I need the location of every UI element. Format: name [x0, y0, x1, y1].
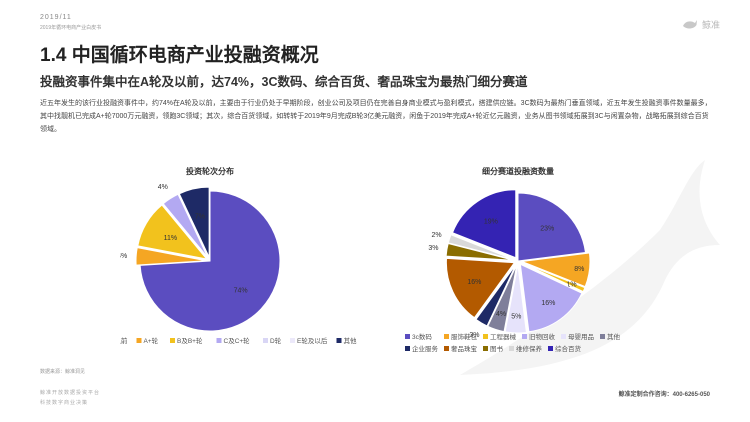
legend-swatch	[336, 338, 342, 343]
pie-rounds: 74% 4% 11% 4% 7%	[120, 184, 281, 332]
pie-slice	[521, 252, 591, 288]
slice-value-label: 74%	[234, 287, 248, 294]
legend-rounds: A轮及以前 A+轮 B及B+轮 C及C+轮 D轮 E轮及以后 其他	[120, 336, 357, 345]
pie-slice	[519, 263, 583, 333]
legend-label: 维修保养	[516, 344, 543, 353]
pie-slice	[135, 247, 207, 266]
pie-slice	[178, 186, 210, 258]
legend-label: A轮及以前	[120, 336, 128, 345]
legend-swatch	[405, 334, 410, 339]
legend-swatch	[561, 334, 566, 339]
legend-label: D轮	[270, 336, 282, 345]
slice-value-label: 1%	[567, 282, 577, 289]
legend-swatch	[290, 338, 295, 343]
chart-sectors: 细分赛道投融资数量 23% 8% 1% 16% 5% 4% 3% 16% 3% 2% 19% 3c数…	[405, 166, 621, 353]
legend-label: 旧物回收	[529, 332, 556, 341]
legend-swatch	[483, 334, 488, 339]
chart-rounds: 投资轮次分布 74% 4% 11% 4% 7% A轮及以前 A+轮 B及B+轮 C及C+轮 D轮…	[120, 166, 357, 345]
legend-swatch	[483, 346, 488, 351]
slice-value-label: 2%	[432, 232, 442, 239]
legend-swatch	[216, 338, 222, 343]
pie-slice	[445, 257, 516, 319]
footer-left-line1: 鲸准开放数据投资平台	[40, 390, 101, 396]
slice-value-label: 3%	[469, 332, 479, 339]
slice-value-label: 8%	[574, 266, 584, 273]
whale-icon	[682, 20, 697, 29]
slice-value-label: 4%	[496, 311, 506, 318]
pie-slice	[475, 264, 517, 327]
chart-title: 投资轮次分布	[186, 166, 234, 176]
page-title: 1.4 中国循环电商产业投融资概况	[40, 45, 319, 66]
legend-swatch	[170, 338, 175, 343]
legend-label: C及C+轮	[224, 336, 251, 345]
legend-label: 3c数码	[412, 332, 432, 341]
slice-value-label: 23%	[540, 225, 554, 232]
data-source: 数据来源：鲸准洞见	[40, 369, 86, 375]
slice-value-label: 7%	[195, 214, 205, 221]
pie-slice	[447, 234, 515, 261]
slice-value-label: 16%	[541, 300, 555, 307]
slice-value-label: 5%	[511, 313, 521, 320]
legend-swatch	[136, 338, 142, 343]
pie-slice	[139, 190, 281, 332]
legend-swatch	[548, 346, 553, 351]
legend-swatch	[600, 334, 605, 339]
legend-label: E轮及以后	[297, 336, 328, 345]
legend-label: B及B+轮	[177, 336, 203, 345]
slice-value-label: 4%	[120, 253, 127, 260]
legend-swatch	[522, 334, 527, 339]
brand-logo: 鲸准	[682, 15, 720, 33]
report-name: 2019年循环电商产业白皮书	[40, 25, 102, 31]
chart-title: 细分赛道投融资数量	[482, 166, 554, 176]
pie-sectors: 23% 8% 1% 16% 5% 4% 3% 16% 3% 2% 19%	[428, 189, 591, 339]
pie-slice	[521, 262, 586, 293]
legend-label: 其他	[344, 336, 358, 345]
pie-slice	[517, 192, 587, 262]
legend-label: 工程器械	[490, 332, 517, 341]
pie-slice	[445, 242, 515, 261]
legend-label: 图书	[490, 344, 504, 353]
legend-swatch	[509, 346, 514, 351]
slice-value-label: 3%	[428, 245, 438, 252]
logo-text: 鲸准	[701, 19, 720, 30]
footer-left-line2: 科技数字商业决策	[40, 400, 89, 406]
pie-slice	[504, 264, 527, 334]
pie-slice	[487, 264, 518, 333]
legend-swatch	[444, 334, 449, 339]
legend-label: 其他	[607, 332, 621, 341]
pie-slice	[451, 189, 517, 259]
legend-label: 综合百货	[555, 344, 582, 353]
page-subtitle: 投融资事件集中在A轮及以前，达74%，3C数码、综合百货、奢品珠宝为最热门细分赛…	[40, 75, 528, 89]
slice-value-label: 19%	[484, 219, 498, 226]
body-paragraph: 近五年发生的该行业投融资事件中，约74%在A轮及以前，主要由于行业仍处于早期阶段…	[40, 100, 712, 133]
legend-label: A+轮	[144, 336, 159, 345]
legend-label: 服饰鞋包	[451, 332, 478, 341]
slice-value-label: 11%	[164, 235, 178, 242]
legend-swatch	[263, 338, 268, 343]
slice-value-label: 16%	[467, 279, 481, 286]
report-date: 2019/11	[40, 14, 72, 21]
legend-swatch	[444, 346, 449, 351]
pie-slice	[162, 193, 209, 258]
slice-value-label: 4%	[158, 184, 168, 191]
pie-slice	[137, 204, 208, 260]
legend-label: 企业服务	[412, 344, 439, 353]
legend-label: 母婴用品	[568, 333, 594, 341]
legend-swatch	[405, 346, 410, 351]
footer-contact: 鲸准定制合作咨询：400-6265-050	[618, 392, 710, 398]
legend-label: 奢品珠宝	[451, 344, 478, 353]
whale-watermark	[460, 160, 720, 375]
